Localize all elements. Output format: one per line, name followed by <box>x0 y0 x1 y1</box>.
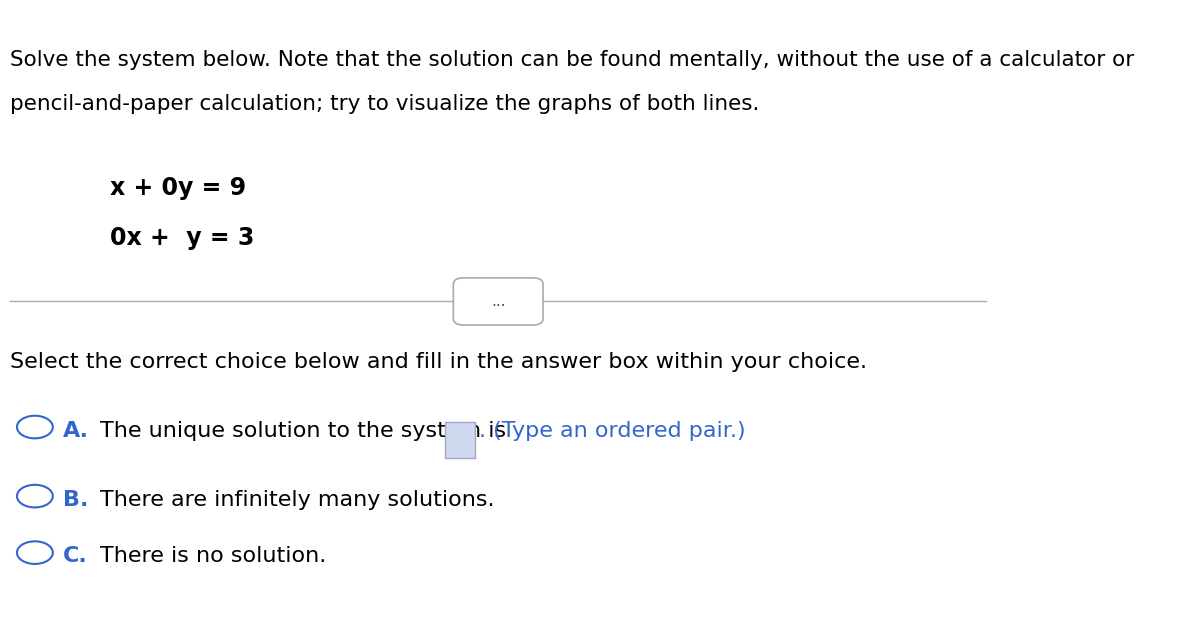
Text: The unique solution to the system is: The unique solution to the system is <box>100 421 505 441</box>
Text: pencil-and-paper calculation; try to visualize the graphs of both lines.: pencil-and-paper calculation; try to vis… <box>10 94 760 114</box>
Text: B.: B. <box>62 490 88 510</box>
Text: Solve the system below. Note that the solution can be found mentally, without th: Solve the system below. Note that the so… <box>10 50 1134 70</box>
FancyBboxPatch shape <box>454 278 544 325</box>
Text: ...: ... <box>491 294 505 309</box>
Text: There are infinitely many solutions.: There are infinitely many solutions. <box>100 490 494 510</box>
Text: x + 0y = 9: x + 0y = 9 <box>109 176 246 200</box>
FancyBboxPatch shape <box>445 422 475 458</box>
Text: A.: A. <box>62 421 89 441</box>
Text: C.: C. <box>62 546 88 566</box>
Text: 0x +  y = 3: 0x + y = 3 <box>109 226 254 250</box>
Text: . (Type an ordered pair.): . (Type an ordered pair.) <box>479 421 746 441</box>
Text: Select the correct choice below and fill in the answer box within your choice.: Select the correct choice below and fill… <box>10 352 866 372</box>
Text: There is no solution.: There is no solution. <box>100 546 326 566</box>
